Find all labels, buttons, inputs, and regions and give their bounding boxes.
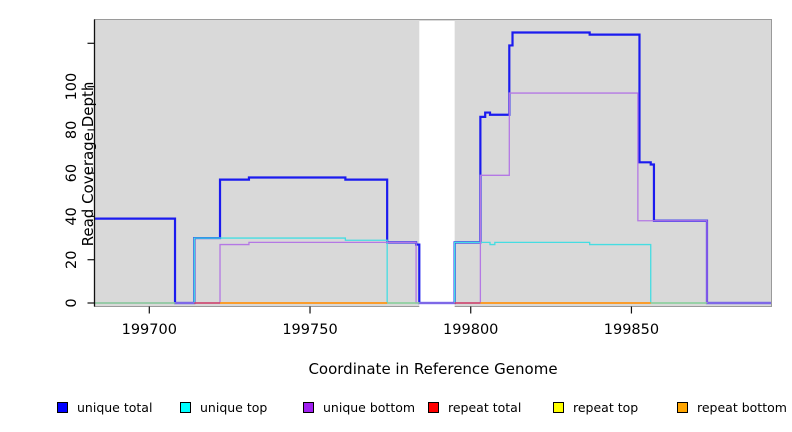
legend-label: repeat bottom <box>697 399 787 415</box>
legend-label: repeat total <box>448 399 522 415</box>
legend: unique total unique top unique bottom repea… <box>0 399 792 419</box>
legend-label: unique total <box>77 399 153 415</box>
y-axis-title: Read Coverage Depth <box>79 81 97 247</box>
y-tick-label: 60 <box>64 164 80 182</box>
y-tick-label: 80 <box>64 121 80 139</box>
y-tick-label: 100 <box>64 73 80 101</box>
x-tick-label: 199800 <box>443 322 498 338</box>
legend-item-unique-top: unique top <box>180 399 267 415</box>
x-tick-label: 199700 <box>122 322 177 338</box>
legend-item-repeat-total: repeat total <box>428 399 521 415</box>
legend-label: unique top <box>200 399 268 415</box>
y-tick-label: 0 <box>64 298 80 307</box>
x-tick-label: 199750 <box>282 322 337 338</box>
x-axis-title: Coordinate in Reference Genome <box>308 360 558 378</box>
legend-label: unique bottom <box>323 399 416 415</box>
legend-swatch-icon <box>553 401 564 413</box>
legend-swatch-icon <box>303 401 314 413</box>
no-data-gap <box>419 21 455 307</box>
legend-label: repeat top <box>573 399 639 415</box>
legend-swatch-icon <box>57 401 68 413</box>
series-line-unique-top <box>94 237 771 304</box>
y-tick-label: 20 <box>64 250 80 268</box>
legend-swatch-icon <box>180 401 191 413</box>
legend-swatch-icon <box>677 401 688 413</box>
series-line-unique-bottom <box>94 92 771 304</box>
legend-swatch-icon <box>428 401 439 413</box>
legend-item-repeat-top: repeat top <box>553 399 638 415</box>
legend-item-repeat-bottom: repeat bottom <box>677 399 787 415</box>
legend-item-unique-total: unique total <box>57 399 152 415</box>
legend-item-unique-bottom: unique bottom <box>303 399 415 415</box>
x-tick-label: 199850 <box>604 322 659 338</box>
y-tick-label: 40 <box>64 207 80 225</box>
